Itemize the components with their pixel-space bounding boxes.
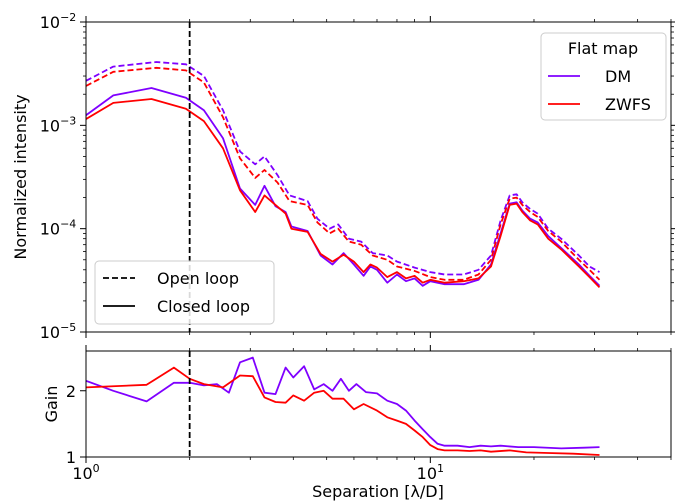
series-line-dm-gain [86,356,600,450]
intensity-y-tick-label-0: 10−5 [40,321,77,342]
gain-x-tick-label-0: 100 [72,462,99,483]
gain-y-tick-label-0: 1 [66,448,76,467]
legend-flat-map-title: Flat map [568,39,638,58]
series-line-dm-closed [86,87,601,287]
series-line-zwfs-open [86,66,601,281]
intensity-panel: 10−5 10−4 10−3 10−2 Normalized intensity Fl… [11,11,675,342]
legend-flat-map-box [540,32,667,121]
intensity-y-tick-label-1: 10−4 [40,218,77,239]
intensity-x-ticks [85,16,672,338]
gain-series-group [86,356,600,456]
intensity-y-tick-label-3: 10−2 [40,11,77,32]
series-line-zwfs-closed [86,98,601,289]
gain-panel: 12 100 101 Gain Separation [λ/D] [42,345,672,501]
legend-label-zwfs: ZWFS [605,95,651,114]
series-line-dm-open [86,61,600,276]
series-line-zwfs-gain [86,366,600,456]
legend-loop-type: Open loop Closed loop [94,260,275,325]
gain-x-axis-label: Separation [λ/D] [312,482,444,501]
gain-x-ticks: 100 101 [72,345,672,483]
intensity-y-axis-label: Normalized intensity [11,94,30,259]
legend-label-dm: DM [605,67,631,86]
gain-y-tick-label-1: 2 [66,382,76,401]
intensity-series-group [86,61,601,289]
legend-loop-type-box [94,260,275,325]
gain-plot-frame [85,350,672,458]
gain-x-tick-label-1: 101 [417,462,444,483]
legend-flat-map: Flat map DM ZWFS [540,32,667,121]
intensity-y-tick-label-2: 10−3 [40,114,77,135]
gain-y-ticks: 12 [66,382,86,467]
intensity-plot-frame [85,21,672,333]
legend-label-closed-loop: Closed loop [157,297,250,316]
legend-label-open-loop: Open loop [157,269,239,288]
intensity-y-ticks: 10−5 10−4 10−3 10−2 [40,11,675,342]
gain-y-axis-label: Gain [42,386,61,423]
